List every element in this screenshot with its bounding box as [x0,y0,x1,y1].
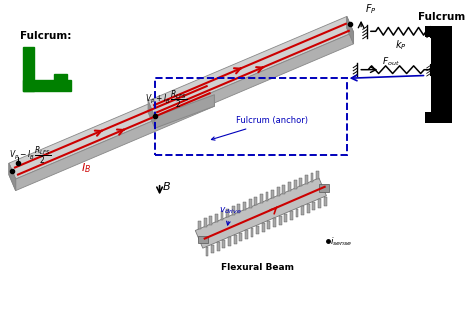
Polygon shape [217,242,220,251]
Polygon shape [284,213,287,222]
Polygon shape [220,211,223,220]
Text: $V_P - I_B\,\dfrac{R_{LFS}}{2}$: $V_P - I_B\,\dfrac{R_{LFS}}{2}$ [9,144,51,166]
Polygon shape [318,199,321,208]
Bar [425,25,452,37]
Polygon shape [312,202,315,210]
Text: $i_{sense}$: $i_{sense}$ [330,235,353,248]
Text: $B$: $B$ [163,180,172,192]
Polygon shape [239,233,242,241]
Bar [319,184,328,192]
Polygon shape [226,209,229,217]
Polygon shape [277,187,280,196]
Polygon shape [347,16,354,44]
Polygon shape [245,230,248,239]
Text: $v_{drive}$: $v_{drive}$ [219,206,242,225]
Polygon shape [295,209,299,217]
Polygon shape [301,206,304,215]
Polygon shape [251,228,254,236]
Polygon shape [290,211,293,220]
Text: $k_P$: $k_P$ [395,38,407,52]
Bar [54,74,66,88]
Polygon shape [148,16,354,117]
Polygon shape [210,216,212,224]
Polygon shape [256,225,259,234]
Polygon shape [265,192,268,201]
Polygon shape [204,218,207,227]
Text: Fulcrum (anchor): Fulcrum (anchor) [211,117,309,140]
Polygon shape [155,95,214,128]
Polygon shape [9,79,214,179]
Polygon shape [310,173,313,182]
Polygon shape [271,190,274,198]
Text: $F_P$: $F_P$ [365,2,377,16]
Polygon shape [324,197,327,205]
Text: Flexural Beam: Flexural Beam [221,263,294,272]
Polygon shape [347,16,354,44]
Polygon shape [208,79,214,106]
Text: $F_{out}$: $F_{out}$ [382,55,400,68]
Polygon shape [267,221,270,229]
Polygon shape [9,163,16,191]
Polygon shape [228,237,231,246]
Text: $V_P + I_B\,\dfrac{R_{LFS}}{2}$: $V_P + I_B\,\dfrac{R_{LFS}}{2}$ [145,88,188,110]
Polygon shape [262,223,264,232]
Polygon shape [9,163,16,191]
Polygon shape [234,235,237,244]
Polygon shape [155,32,354,128]
Polygon shape [260,194,263,203]
Polygon shape [237,204,240,213]
Polygon shape [215,213,218,222]
Bar [23,47,34,91]
Polygon shape [243,202,246,210]
Polygon shape [206,247,209,256]
Polygon shape [222,240,225,248]
Polygon shape [283,185,285,193]
Text: $I_B$: $I_B$ [81,161,91,175]
Polygon shape [198,221,201,229]
Bar [431,25,452,124]
Bar [23,80,71,91]
Polygon shape [288,182,291,191]
Polygon shape [16,95,214,191]
Polygon shape [195,178,327,248]
Polygon shape [254,197,257,205]
Polygon shape [305,175,308,184]
Bar [425,112,452,124]
Text: Fulcrum:: Fulcrum: [20,31,72,41]
Polygon shape [148,101,155,128]
Polygon shape [232,206,235,215]
Bar [155,78,346,155]
Text: Fulcrum: Fulcrum [418,12,465,22]
Polygon shape [293,180,297,189]
Polygon shape [307,204,310,213]
Polygon shape [299,178,302,186]
Polygon shape [249,199,252,208]
Polygon shape [316,171,319,179]
Polygon shape [279,216,282,224]
Polygon shape [273,218,276,227]
Polygon shape [211,244,214,253]
Bar [198,236,208,243]
